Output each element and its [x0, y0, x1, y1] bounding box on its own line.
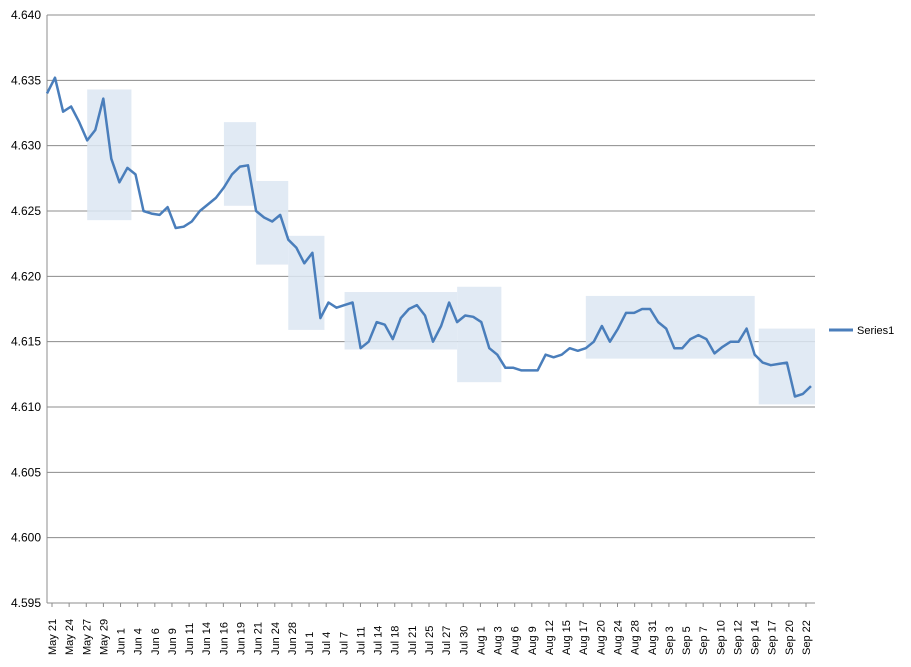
x-tick-label: Aug 17: [578, 620, 590, 655]
legend: Series1: [829, 325, 894, 337]
y-tick-labels: 4.595 4.600 4.605 4.610 4.615 4.620 4.625 4.630…: [11, 8, 41, 610]
x-tick-label: Jun 16: [218, 622, 230, 655]
x-tick-label: Jul 4: [321, 632, 333, 655]
x-tick-label: Jul 27: [441, 626, 453, 655]
x-tick-label: Jun 14: [201, 622, 213, 655]
x-tick-label: Jul 14: [373, 626, 385, 655]
x-tick-label: Jun 11: [184, 623, 196, 655]
x-tick-label: May 29: [98, 619, 110, 655]
y-tick-label: 4.625: [11, 204, 41, 218]
y-tick-label: 4.635: [11, 73, 41, 87]
x-tick-labels: May 21 May 24 May 27 May 29 Jun 1 Jun 4 Jun 6 J…: [47, 603, 813, 655]
y-tick-label: 4.605: [11, 465, 41, 479]
highlight-boxes: [87, 89, 815, 405]
highlight-box: [457, 286, 502, 383]
x-tick-label: Aug 12: [544, 620, 556, 655]
series-line: [45, 76, 812, 398]
x-tick-label: Aug 3: [493, 626, 505, 655]
highlight-box: [223, 122, 257, 206]
x-tick-label: Aug 1: [475, 626, 487, 655]
y-tick-label: 4.595: [11, 596, 41, 610]
y-tick-label: 4.600: [11, 531, 41, 545]
x-tick-label: Sep 14: [750, 620, 762, 655]
x-tick-label: Aug 15: [561, 620, 573, 655]
x-tick-label: Jun 1: [116, 628, 128, 655]
y-tick-label: 4.610: [11, 400, 41, 414]
y-tick-label: 4.615: [11, 335, 41, 349]
x-tick-label: Jul 11: [355, 626, 367, 655]
x-tick-label: May 24: [64, 619, 76, 655]
x-tick-label: Aug 6: [510, 626, 522, 655]
y-tick-label: 4.620: [11, 269, 41, 283]
x-tick-label: Sep 3: [664, 626, 676, 655]
x-tick-label: Aug 20: [595, 620, 607, 655]
x-tick-label: Jun 19: [236, 622, 248, 655]
x-tick-label: Jun 6: [150, 628, 162, 655]
x-tick-label: Aug 28: [630, 620, 642, 655]
x-tick-label: Jul 7: [338, 632, 350, 655]
x-tick-label: Sep 12: [732, 620, 744, 655]
legend-label: Series1: [857, 325, 894, 337]
x-tick-label: Jul 1: [304, 632, 316, 655]
highlight-box: [288, 235, 325, 330]
x-tick-label: Aug 24: [613, 620, 625, 655]
x-tick-label: Jun 4: [133, 628, 145, 655]
x-tick-label: Aug 9: [527, 626, 539, 655]
x-tick-label: May 21: [47, 619, 59, 655]
x-tick-label: Jul 18: [390, 626, 402, 655]
highlight-box: [87, 89, 132, 221]
x-tick-label: Sep 22: [801, 620, 813, 655]
y-tick-label: 4.640: [11, 8, 41, 22]
x-tick-label: Jul 21: [407, 626, 419, 655]
x-tick-label: Sep 20: [784, 620, 796, 655]
x-tick-label: Sep 5: [681, 626, 693, 655]
x-tick-label: Jun 21: [253, 622, 265, 655]
axes: [46, 15, 815, 604]
highlight-box: [585, 295, 755, 359]
x-tick-label: Jul 25: [424, 626, 436, 655]
series-layer: [45, 76, 812, 398]
x-tick-label: Aug 31: [647, 620, 659, 655]
x-tick-label: Jul 30: [458, 626, 470, 655]
y-tick-label: 4.630: [11, 139, 41, 153]
x-tick-label: Jun 9: [167, 628, 179, 655]
x-tick-label: Jun 24: [270, 622, 282, 655]
x-tick-label: Jun 28: [287, 622, 299, 655]
x-tick-label: May 27: [81, 619, 93, 655]
x-tick-label: Sep 10: [715, 620, 727, 655]
x-tick-label: Sep 7: [698, 626, 710, 655]
x-tick-label: Sep 17: [767, 620, 779, 655]
